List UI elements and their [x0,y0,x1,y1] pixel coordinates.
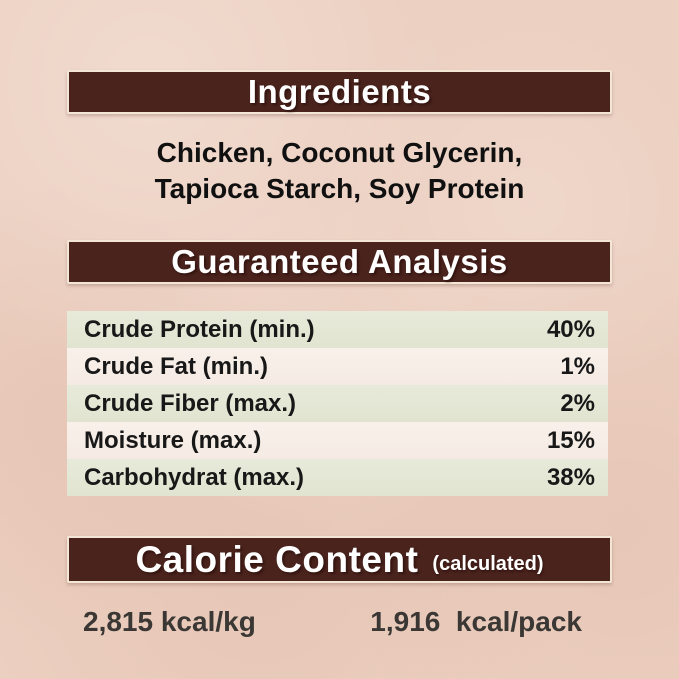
table-row: Crude Fiber (max.) 2% [67,385,608,422]
calorie-values-row: 2,815 kcal/kg 1,916 kcal/pack [67,604,612,640]
table-row: Crude Protein (min.) 40% [67,311,608,348]
ingredients-line-1: Chicken, Coconut Glycerin, [156,137,523,168]
nutrient-value: 40% [546,315,595,343]
nutrient-name: Crude Protein (min.) [84,315,315,343]
table-row: Carbohydrat (max.) 38% [67,459,608,496]
calorie-per-pack: 1,916 kcal/pack [370,606,582,637]
ingredients-line-2: Tapioca Starch, Soy Protein [154,173,525,204]
nutrient-name: Crude Fiber (max.) [84,389,297,417]
ingredients-banner: Ingredients [67,70,612,114]
nutrient-name: Carbohydrat (max.) [84,463,305,491]
guaranteed-analysis-banner: Guaranteed Analysis [67,240,612,284]
calorie-content-title: Calorie Content [135,538,419,580]
nutrient-value: 15% [546,426,595,454]
nutrient-value: 2% [560,389,595,417]
ingredients-list: Chicken, Coconut Glycerin, Tapioca Starc… [67,135,612,207]
nutrient-value: 38% [546,463,595,491]
calorie-per-kg: 2,815 kcal/kg [83,606,256,637]
table-row: Crude Fat (min.) 1% [67,348,608,385]
guaranteed-analysis-table: Crude Protein (min.) 40% Crude Fat (min.… [67,311,608,496]
guaranteed-analysis-title: Guaranteed Analysis [171,243,508,280]
nutrient-name: Crude Fat (min.) [84,352,268,380]
calorie-content-subtitle: (calculated) [432,552,544,575]
table-row: Moisture (max.) 15% [67,422,608,459]
ingredients-title: Ingredients [247,73,432,110]
calorie-content-banner: Calorie Content (calculated) [67,536,612,583]
nutrient-name: Moisture (max.) [84,426,262,454]
nutrient-value: 1% [560,352,595,380]
